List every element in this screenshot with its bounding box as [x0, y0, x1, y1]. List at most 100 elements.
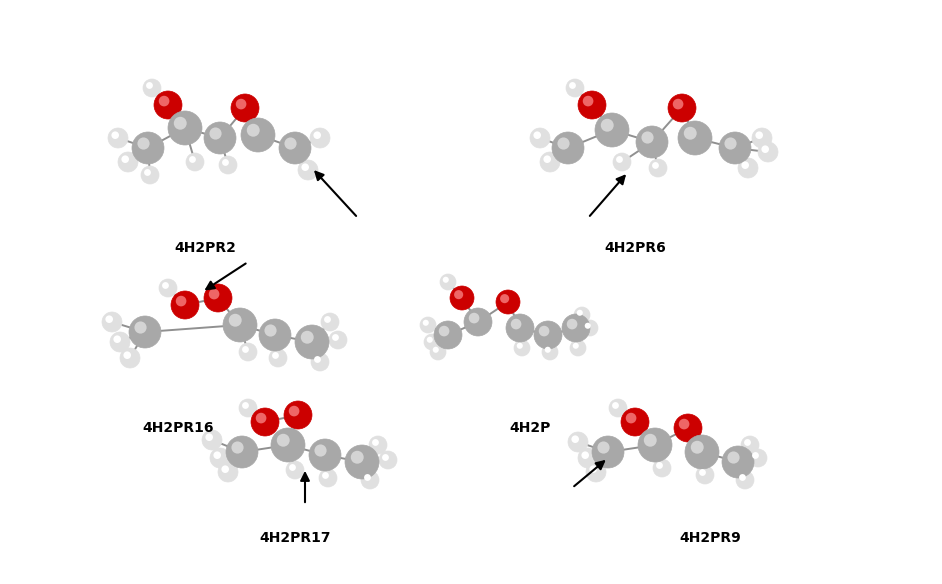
Circle shape: [204, 122, 236, 154]
Circle shape: [242, 402, 249, 409]
Circle shape: [350, 451, 364, 464]
Circle shape: [239, 399, 257, 417]
Circle shape: [440, 274, 456, 290]
Circle shape: [540, 152, 560, 172]
Circle shape: [586, 462, 606, 482]
Circle shape: [752, 128, 772, 148]
Circle shape: [204, 284, 232, 312]
Circle shape: [464, 308, 492, 336]
Circle shape: [239, 343, 257, 361]
Circle shape: [530, 128, 550, 148]
Circle shape: [284, 401, 312, 429]
Circle shape: [621, 408, 649, 436]
Circle shape: [439, 326, 449, 336]
Circle shape: [269, 349, 287, 367]
Circle shape: [739, 474, 746, 481]
Circle shape: [758, 142, 778, 162]
Circle shape: [673, 99, 683, 109]
Circle shape: [236, 99, 247, 109]
Circle shape: [314, 356, 321, 363]
Circle shape: [311, 353, 329, 371]
Circle shape: [322, 472, 329, 479]
Circle shape: [652, 162, 658, 169]
Circle shape: [581, 451, 589, 459]
Circle shape: [542, 344, 558, 360]
Circle shape: [284, 137, 297, 150]
Circle shape: [118, 152, 138, 172]
Circle shape: [609, 399, 627, 417]
Circle shape: [684, 127, 697, 140]
Circle shape: [585, 323, 591, 329]
Circle shape: [454, 290, 463, 299]
Circle shape: [625, 413, 637, 423]
Circle shape: [214, 451, 221, 459]
Circle shape: [361, 471, 379, 489]
Circle shape: [696, 466, 714, 484]
Circle shape: [612, 402, 619, 409]
Circle shape: [221, 465, 229, 473]
Circle shape: [176, 296, 187, 307]
Circle shape: [210, 448, 230, 468]
Circle shape: [727, 451, 739, 464]
Circle shape: [226, 436, 258, 468]
Circle shape: [205, 433, 213, 441]
Circle shape: [567, 319, 577, 329]
Circle shape: [736, 471, 754, 489]
Circle shape: [741, 436, 759, 454]
Circle shape: [595, 113, 629, 147]
Circle shape: [162, 282, 169, 289]
Circle shape: [668, 94, 696, 122]
Circle shape: [430, 344, 446, 360]
Circle shape: [653, 459, 671, 477]
Circle shape: [231, 94, 259, 122]
Circle shape: [189, 156, 196, 163]
Circle shape: [450, 286, 474, 310]
Circle shape: [690, 441, 704, 454]
Circle shape: [122, 155, 129, 163]
Circle shape: [568, 432, 588, 452]
Circle shape: [544, 155, 551, 163]
Circle shape: [111, 131, 119, 139]
Circle shape: [601, 119, 613, 132]
Circle shape: [573, 343, 578, 349]
Circle shape: [719, 132, 751, 164]
Circle shape: [364, 474, 371, 481]
Circle shape: [597, 442, 609, 454]
Circle shape: [679, 419, 690, 429]
Circle shape: [544, 347, 551, 353]
Circle shape: [578, 448, 598, 468]
Circle shape: [744, 439, 751, 446]
Circle shape: [434, 321, 462, 349]
Circle shape: [590, 465, 597, 473]
Circle shape: [173, 117, 187, 130]
Circle shape: [372, 439, 379, 446]
Circle shape: [218, 462, 238, 482]
Circle shape: [159, 96, 170, 106]
Circle shape: [643, 434, 657, 447]
Circle shape: [310, 128, 330, 148]
Circle shape: [642, 131, 654, 144]
Circle shape: [514, 340, 530, 356]
Circle shape: [443, 277, 448, 283]
Circle shape: [279, 132, 311, 164]
Circle shape: [146, 82, 153, 89]
Circle shape: [229, 314, 242, 326]
Circle shape: [636, 126, 668, 158]
Circle shape: [613, 153, 631, 171]
Circle shape: [755, 131, 763, 139]
Circle shape: [271, 428, 305, 462]
Circle shape: [500, 294, 510, 303]
Circle shape: [314, 131, 321, 139]
Circle shape: [265, 325, 277, 336]
Circle shape: [749, 449, 767, 467]
Circle shape: [141, 166, 159, 184]
Circle shape: [722, 446, 754, 478]
Circle shape: [656, 462, 663, 469]
Circle shape: [168, 111, 202, 145]
Circle shape: [333, 334, 339, 341]
Circle shape: [574, 307, 590, 323]
Circle shape: [277, 434, 290, 447]
Text: 4H2PR6: 4H2PR6: [604, 241, 666, 255]
Circle shape: [242, 346, 249, 353]
Circle shape: [171, 291, 199, 319]
